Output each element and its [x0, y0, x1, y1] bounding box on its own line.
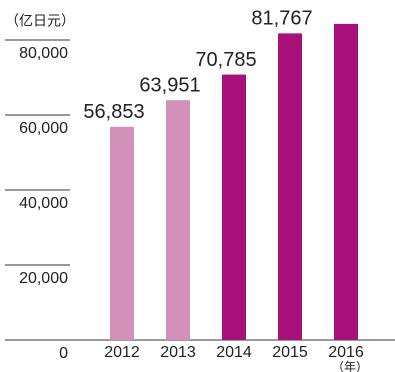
x-tick-label: 2014	[216, 344, 252, 361]
x-tick-label: 2013	[160, 344, 196, 361]
y-tick-label: 40,000	[19, 195, 68, 212]
y-tick-label: 60,000	[19, 120, 68, 137]
value-label: 63,951	[139, 74, 200, 96]
bar	[334, 23, 358, 340]
unit-label: （亿日元）	[5, 13, 75, 29]
bar	[222, 74, 246, 341]
value-label: 70,785	[195, 49, 256, 71]
bar	[278, 33, 302, 340]
x-axis-label: （年）	[332, 360, 368, 372]
value-label: 56,853	[83, 101, 144, 123]
y-tick-label: 20,000	[19, 270, 68, 287]
bar	[110, 126, 134, 341]
x-tick-label: 2016	[328, 344, 364, 361]
y-tick-label: 0	[59, 345, 68, 362]
x-tick-label: 2012	[104, 344, 140, 361]
y-tick-label: 80,000	[19, 45, 68, 62]
value-label: 81,767	[251, 8, 312, 30]
bar	[166, 100, 190, 340]
x-tick-label: 2015	[272, 344, 308, 361]
